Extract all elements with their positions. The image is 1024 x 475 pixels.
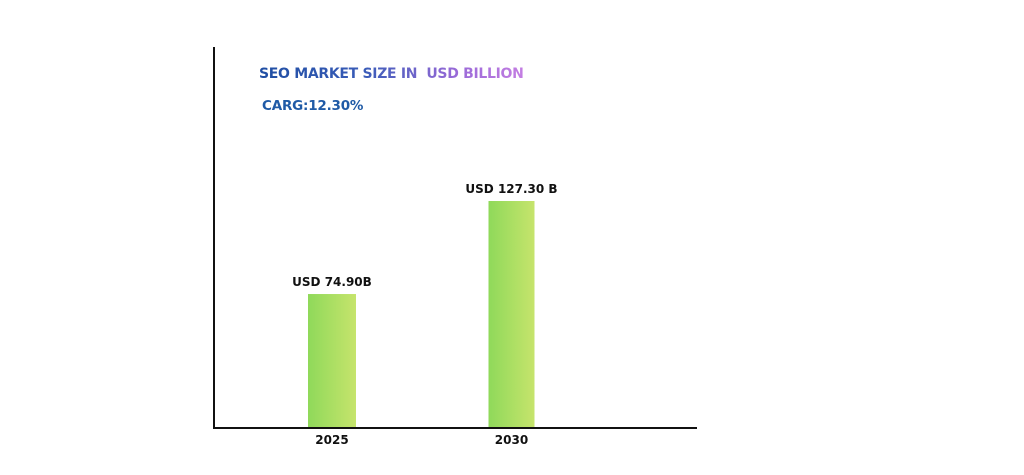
bar-2030 bbox=[488, 201, 535, 427]
x-tick-label: 2030 bbox=[495, 433, 528, 447]
data-label: USD 127.30 B bbox=[465, 182, 557, 196]
x-tick-label: 2025 bbox=[315, 433, 348, 447]
chart-title: SEO MARKET SIZE IN USD BILLION bbox=[259, 66, 524, 82]
data-label: USD 74.90B bbox=[292, 275, 372, 289]
chart-subtitle-cagr: CARG:12.30% bbox=[262, 98, 364, 114]
bar-2025 bbox=[308, 294, 356, 427]
